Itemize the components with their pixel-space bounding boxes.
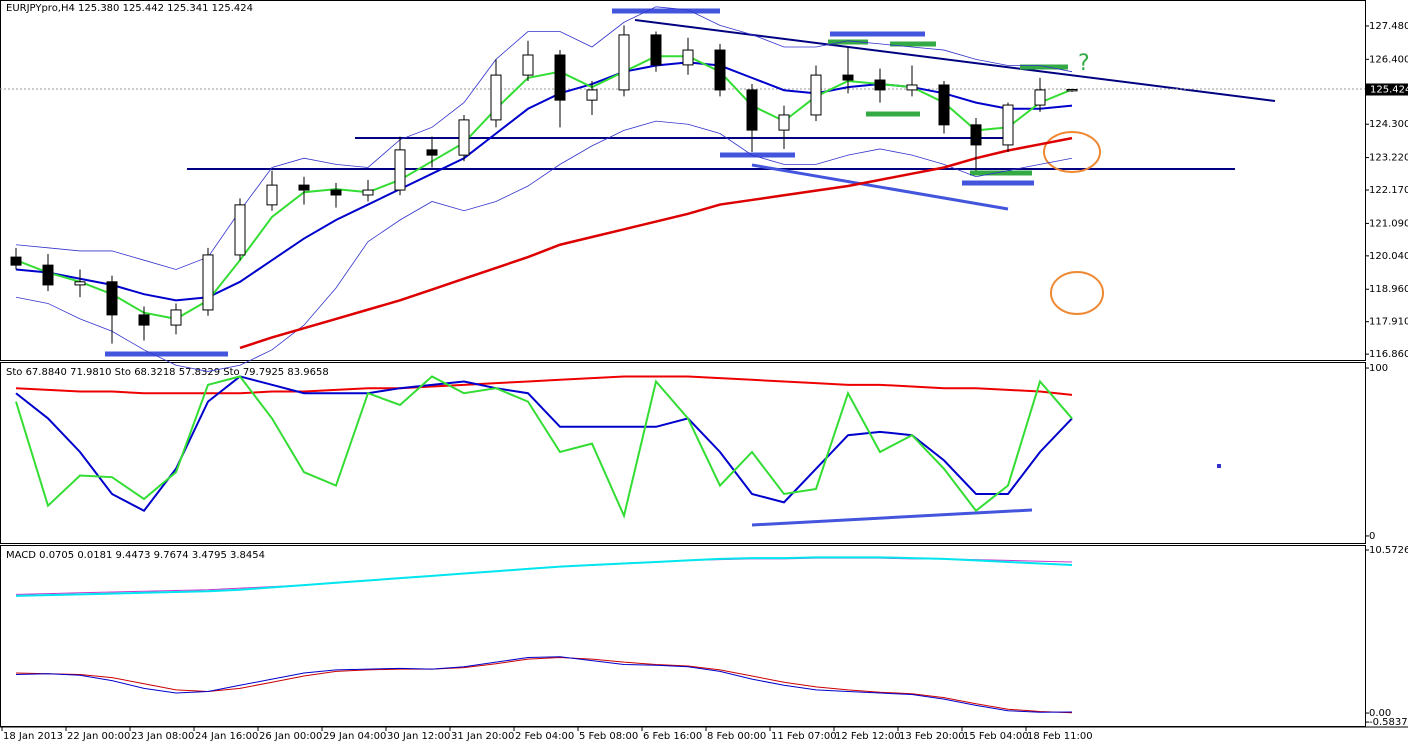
indicator-line xyxy=(15,55,1073,320)
candle-body xyxy=(682,49,694,66)
x-tick-label: 12 Feb 12:00 xyxy=(835,731,901,742)
price-marker-label: 125.424 xyxy=(1370,84,1408,95)
candle-body xyxy=(298,184,310,191)
highlight-circle xyxy=(1050,271,1104,315)
x-tick-label: 31 Jan 20:00 xyxy=(451,731,514,742)
y-tick-label: 10.5726 xyxy=(1369,545,1408,556)
candle-body xyxy=(170,309,182,326)
y-tick-label: 122.170 xyxy=(1369,185,1408,196)
x-tick-label: 22 Jan 00:00 xyxy=(67,731,130,742)
candle-body xyxy=(1066,88,1078,92)
candle-body xyxy=(1034,89,1046,106)
indicator-line xyxy=(15,375,1073,396)
candle-body xyxy=(202,254,214,311)
indicator-line xyxy=(15,6,1073,270)
indicator-title: Sto 67.8840 71.9810 Sto 68.3218 57.8329 … xyxy=(6,367,329,378)
y-tick-label: 0 xyxy=(1369,531,1375,542)
y-tick-label: 100 xyxy=(1369,363,1388,374)
candle-body xyxy=(778,114,790,131)
y-tick-label: 126.400 xyxy=(1369,54,1408,65)
indicator-line xyxy=(15,657,1073,714)
indicator-line xyxy=(15,656,1073,713)
candle-body xyxy=(458,119,470,156)
candle-body xyxy=(874,79,886,91)
indicator-line xyxy=(239,136,1073,350)
candle-body xyxy=(938,84,950,126)
indicator-line xyxy=(15,120,1073,372)
candle-body xyxy=(842,74,854,81)
candle-body xyxy=(330,189,342,196)
x-tick-label: 15 Feb 04:00 xyxy=(963,731,1029,742)
x-tick-label: 30 Jan 12:00 xyxy=(387,731,450,742)
candle-body xyxy=(394,149,406,191)
price-marker xyxy=(1366,83,1408,96)
annotations xyxy=(0,8,1365,527)
x-tick-label: 18 Feb 11:00 xyxy=(1027,731,1093,742)
x-tick-label: 24 Jan 16:00 xyxy=(195,731,258,742)
y-tick-label: 118.960 xyxy=(1369,284,1408,295)
candle-body xyxy=(1002,104,1014,146)
highlight-circle xyxy=(1043,131,1101,173)
candle-body xyxy=(10,256,22,266)
x-tick-label: 18 Jan 2013 xyxy=(3,731,63,742)
candle-body xyxy=(618,34,630,91)
y-tick-label: 121.090 xyxy=(1369,218,1408,229)
candle-body xyxy=(426,149,438,156)
y-tick-label: 116.860 xyxy=(1369,349,1408,360)
x-tick-label: 23 Jan 08:00 xyxy=(131,731,194,742)
indicator-line xyxy=(15,375,1073,519)
y-tick-label: 123.220 xyxy=(1369,153,1408,164)
y-tick-label: 120.040 xyxy=(1369,251,1408,262)
x-tick-label: 5 Feb 08:00 xyxy=(579,731,638,742)
chart-title: EURJPYpro,H4 125.380 125.442 125.341 125… xyxy=(6,3,253,14)
candle-body xyxy=(138,314,150,326)
indicator-title: MACD 0.0705 0.0181 9.4473 9.7674 3.4795 … xyxy=(6,550,265,561)
candle-body xyxy=(42,264,54,286)
annotation-text: ? xyxy=(1078,51,1090,76)
candle-body xyxy=(554,54,566,101)
candle-body xyxy=(522,54,534,76)
x-tick-label: 6 Feb 16:00 xyxy=(643,731,702,742)
candle-body xyxy=(490,74,502,121)
y-tick-label: 117.910 xyxy=(1369,317,1408,328)
y-tick-label: 124.300 xyxy=(1369,119,1408,130)
candle-body xyxy=(650,34,662,66)
dot xyxy=(1217,464,1221,468)
candle-body xyxy=(74,281,86,286)
candle-body xyxy=(586,89,598,101)
trend-line xyxy=(634,19,1276,102)
candle-body xyxy=(810,74,822,116)
candle-body xyxy=(906,84,918,91)
main-panel-border xyxy=(0,0,1366,361)
x-tick-label: 29 Jan 04:00 xyxy=(323,731,386,742)
x-tick-label: 11 Feb 07:00 xyxy=(771,731,837,742)
stochastic-panel-border xyxy=(0,362,1366,544)
candle-body xyxy=(106,281,118,316)
candle-body xyxy=(234,204,246,256)
candle-body xyxy=(266,184,278,206)
y-tick-label: -0.5837 xyxy=(1369,717,1408,728)
trend-line xyxy=(751,163,1009,211)
x-tick-label: 26 Jan 00:00 xyxy=(259,731,322,742)
candle-body xyxy=(714,49,726,91)
candle-body xyxy=(746,89,758,131)
indicator-line xyxy=(15,375,1073,513)
candle-body xyxy=(970,124,982,146)
trend-line xyxy=(751,508,1033,527)
candle-body xyxy=(362,189,374,196)
x-tick-label: 2 Feb 04:00 xyxy=(515,731,574,742)
x-tick-label: 13 Feb 20:00 xyxy=(899,731,965,742)
x-tick-label: 8 Feb 00:00 xyxy=(707,731,766,742)
indicator-line xyxy=(15,556,1073,597)
y-tick-label: 0.00 xyxy=(1369,708,1391,719)
y-tick-label: 127.480 xyxy=(1369,21,1408,32)
